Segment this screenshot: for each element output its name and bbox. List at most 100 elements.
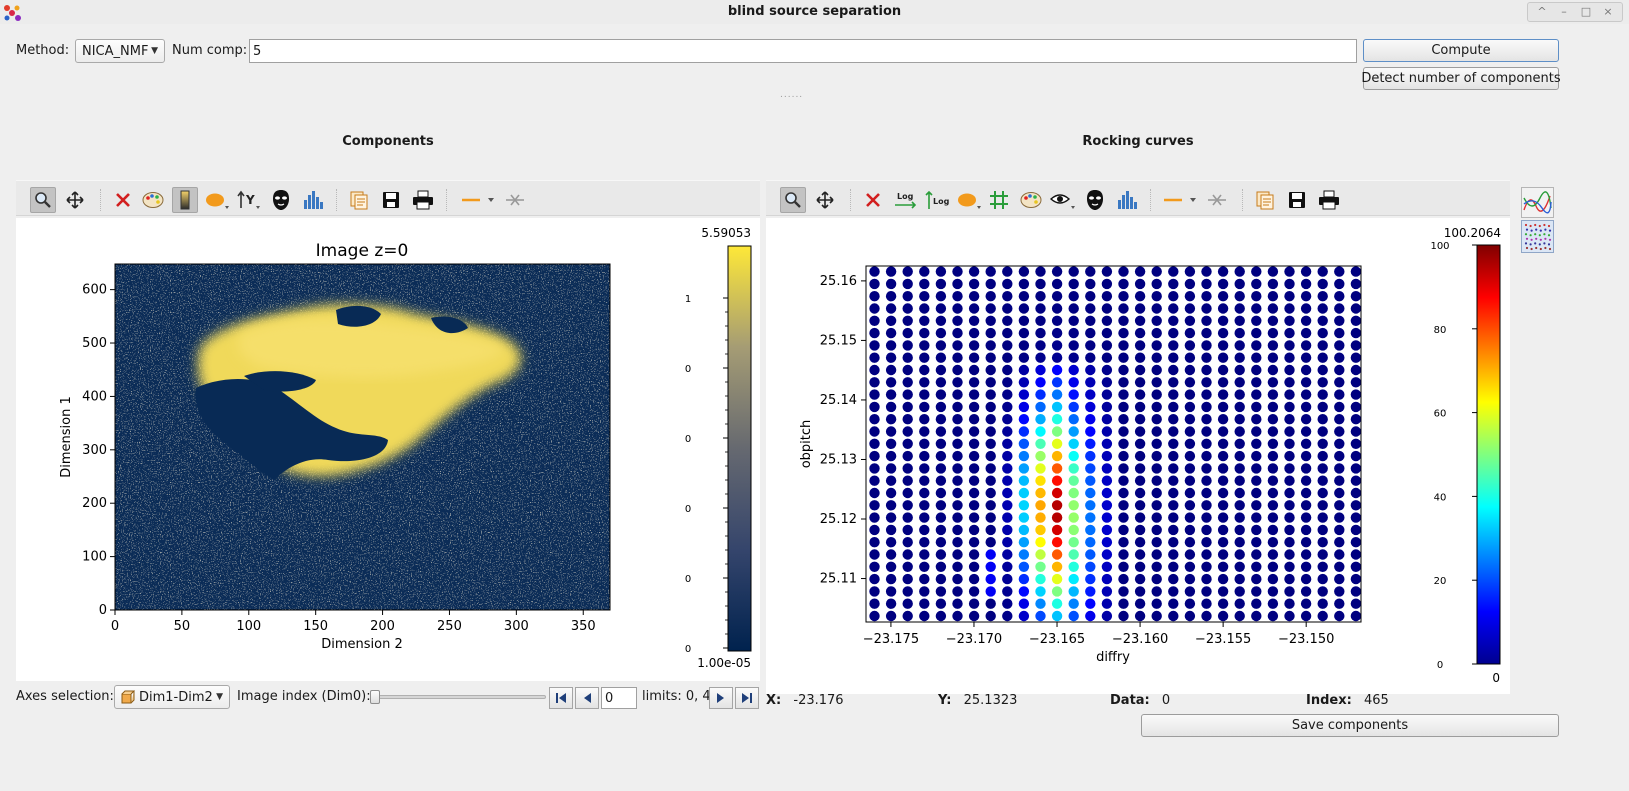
scatter-point xyxy=(935,278,947,290)
detect-components-button[interactable]: Detect number of components xyxy=(1361,67,1561,90)
reset-zoom-button[interactable] xyxy=(110,187,136,213)
roi-shape-button[interactable] xyxy=(204,187,230,213)
scatter-point xyxy=(919,500,930,511)
window-close-button[interactable]: × xyxy=(1603,5,1613,18)
histogram-button[interactable] xyxy=(300,187,326,213)
axes-cube-icon xyxy=(121,690,135,704)
plot-frame xyxy=(114,263,611,611)
slider-handle[interactable] xyxy=(370,690,380,704)
y-tick-label: 100 xyxy=(82,550,107,565)
next-frame-button[interactable] xyxy=(709,687,733,709)
status-data-value: 0 xyxy=(1161,693,1171,708)
copy-button[interactable] xyxy=(346,187,372,213)
save-components-button[interactable]: Save components xyxy=(1141,714,1559,737)
scatter-point xyxy=(1234,364,1245,376)
zoom-mode-button[interactable] xyxy=(30,187,56,213)
print-button[interactable] xyxy=(1316,187,1342,213)
scatter-point xyxy=(1168,303,1179,314)
scatter-point xyxy=(1134,266,1146,277)
previous-frame-button[interactable] xyxy=(575,687,599,709)
image-index-input[interactable]: 0 xyxy=(601,687,637,709)
ellipse-roi-icon xyxy=(958,193,981,209)
copy-button[interactable] xyxy=(1252,187,1278,213)
scatter-point xyxy=(1134,573,1146,585)
window-shade-button[interactable]: ^ xyxy=(1537,5,1547,18)
pan-mode-button[interactable] xyxy=(812,187,838,213)
y-axis-direction-button[interactable]: Y xyxy=(236,187,262,213)
method-select[interactable]: NICA_NMF ▼ xyxy=(75,39,165,63)
scatter-point xyxy=(1300,414,1312,425)
num-comp-input[interactable]: 5 xyxy=(249,39,1357,63)
colormap-button[interactable] xyxy=(140,187,166,213)
scatter-point xyxy=(1201,610,1212,622)
scatter-point xyxy=(1234,401,1245,413)
scatter-point xyxy=(1051,377,1063,388)
scatter-point xyxy=(1035,463,1046,474)
roi-shape-button[interactable] xyxy=(956,187,982,213)
axes-selection-select[interactable]: Dim1-Dim2 ▼ xyxy=(114,685,230,709)
scatter-point xyxy=(1018,537,1030,548)
line-profile-button[interactable] xyxy=(458,187,498,213)
histogram-button[interactable] xyxy=(1114,187,1140,213)
scatter-point xyxy=(1168,610,1179,622)
scatter-point xyxy=(1018,266,1030,277)
scatter-point xyxy=(1035,340,1046,351)
scatter-point xyxy=(902,426,913,437)
scatter-point xyxy=(952,450,963,462)
scatter-point xyxy=(1251,426,1262,437)
window-minimize-button[interactable]: – xyxy=(1561,5,1567,18)
mask-tools-button[interactable] xyxy=(268,187,294,213)
scatter-point xyxy=(1151,266,1162,277)
scatter-point xyxy=(1118,573,1129,585)
zoom-mode-button[interactable] xyxy=(780,187,806,213)
splitter-handle[interactable]: ...... xyxy=(780,90,804,100)
scatter-point xyxy=(1251,340,1262,351)
scatter-point xyxy=(1134,426,1146,437)
colorbar-toggle-button[interactable] xyxy=(172,187,198,213)
scatter-point xyxy=(1018,610,1030,622)
print-button[interactable] xyxy=(410,187,436,213)
scatter-point xyxy=(1217,512,1229,523)
scatter-point xyxy=(1101,512,1113,523)
scatter-point xyxy=(1051,327,1063,339)
slider-track xyxy=(370,695,546,699)
scatter-point xyxy=(1035,573,1046,585)
reset-zoom-button[interactable] xyxy=(860,187,886,213)
scatter-point xyxy=(919,512,930,523)
scatter-point xyxy=(1085,315,1096,326)
scatter-point xyxy=(1134,487,1146,499)
scatter-point xyxy=(1118,500,1129,511)
grid-toggle-button[interactable] xyxy=(986,187,1012,213)
line-profile-button[interactable] xyxy=(1160,187,1200,213)
last-frame-button[interactable] xyxy=(735,687,759,709)
image-index-slider[interactable] xyxy=(370,690,546,704)
compute-button[interactable]: Compute xyxy=(1363,39,1559,62)
scatter-point xyxy=(1018,586,1030,597)
colormap-button[interactable] xyxy=(1018,187,1044,213)
x-log-scale-button[interactable]: Log xyxy=(892,187,918,213)
scatter-point xyxy=(885,524,897,536)
scatter-point xyxy=(935,303,947,314)
scatter-point xyxy=(1251,610,1262,622)
scatter-point xyxy=(1201,438,1212,449)
scatter-view-button[interactable] xyxy=(1521,220,1554,253)
y-log-scale-button[interactable]: Log xyxy=(924,187,950,213)
scatter-point xyxy=(869,475,880,486)
scatter-point xyxy=(985,278,996,290)
mask-tools-button[interactable] xyxy=(1082,187,1108,213)
visibility-button[interactable] xyxy=(1050,187,1076,213)
scatter-point xyxy=(1300,364,1312,376)
clear-profile-button[interactable] xyxy=(1204,187,1230,213)
pan-mode-button[interactable] xyxy=(62,187,88,213)
curves-view-button[interactable] xyxy=(1521,187,1554,218)
window-maximize-button[interactable]: □ xyxy=(1580,5,1592,18)
first-frame-button[interactable] xyxy=(549,687,573,709)
scatter-point xyxy=(1201,303,1212,314)
scatter-dot xyxy=(1543,233,1546,236)
save-button[interactable] xyxy=(378,187,404,213)
save-button[interactable] xyxy=(1284,187,1310,213)
method-select-value: NICA_NMF xyxy=(82,43,149,59)
scatter-point xyxy=(985,561,996,572)
clear-profile-button[interactable] xyxy=(502,187,528,213)
scatter-point xyxy=(968,315,980,326)
